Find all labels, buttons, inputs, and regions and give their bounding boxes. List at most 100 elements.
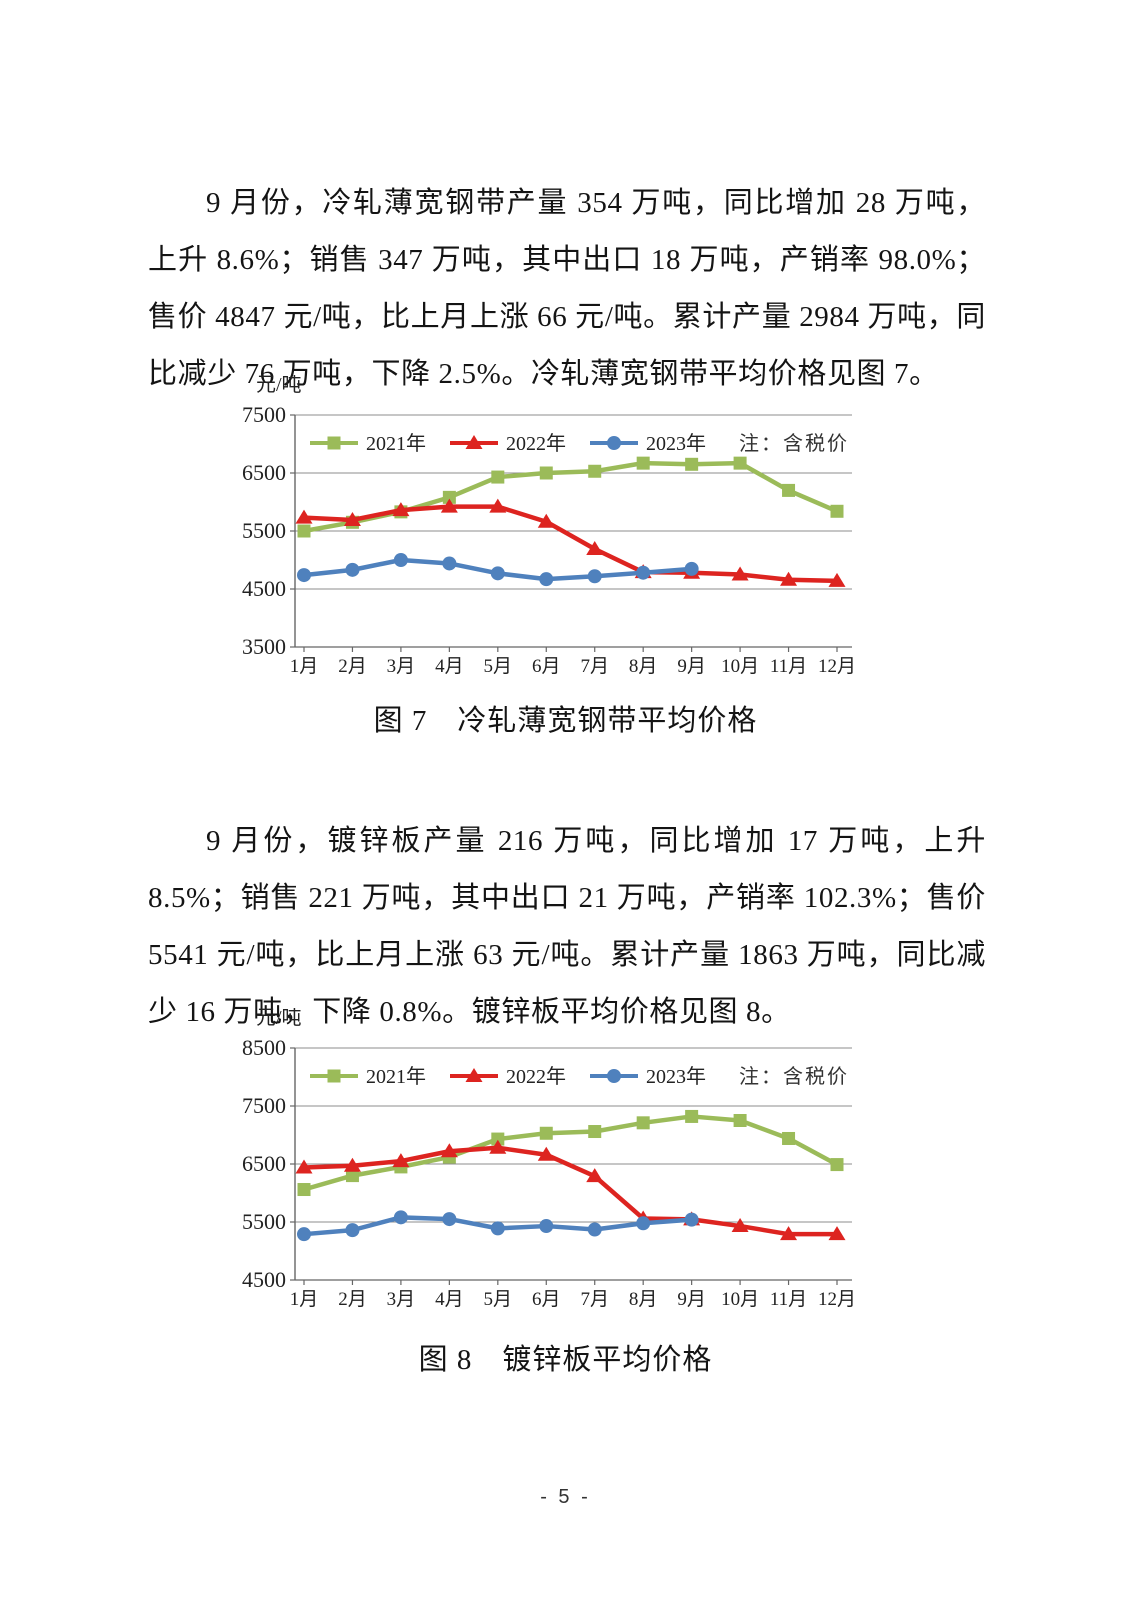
circle-marker (490, 566, 505, 581)
circle-marker (636, 565, 651, 580)
series-2023年 (297, 1210, 699, 1242)
tax-note-label: 注：含税价 (739, 432, 849, 455)
square-marker (636, 456, 650, 470)
svg-text:10月: 10月 (721, 656, 759, 677)
svg-text:9月: 9月 (677, 656, 706, 677)
svg-text:7月: 7月 (580, 656, 609, 677)
triangle-marker (343, 1157, 361, 1172)
triangle-marker (343, 511, 361, 526)
svg-text:6500: 6500 (242, 1151, 286, 1176)
circle-marker (587, 1222, 602, 1237)
square-marker (491, 1132, 505, 1146)
square-marker (782, 1131, 796, 1145)
square-marker (685, 457, 699, 471)
triangle-marker (489, 498, 507, 513)
circle-marker (607, 436, 621, 450)
triangle-marker (295, 1159, 313, 1174)
svg-text:8500: 8500 (242, 1035, 286, 1060)
svg-text:1月: 1月 (290, 656, 319, 677)
paragraph-galvanized-sheet: 9 月份，镀锌板产量 216 万吨，同比增加 17 万吨，上升 8.5%；销售 … (148, 825, 986, 1028)
circle-marker (587, 569, 602, 584)
square-marker (588, 1125, 602, 1139)
svg-text:6月: 6月 (532, 1289, 561, 1310)
paragraph-cold-rolled-strip: 9 月份，冷轧薄宽钢带产量 354 万吨，同比增加 28 万吨，上升 8.6%；… (148, 187, 986, 390)
square-marker (733, 456, 747, 470)
square-marker (830, 1158, 844, 1172)
svg-text:12月: 12月 (818, 1289, 856, 1310)
svg-text:4500: 4500 (242, 1267, 286, 1292)
chart-figure-8-galvanized-sheet-price: 4500 5500 6500 7500 8500 1月 2月 3月 4月 5月 6月 7月 8月 9月 10… (242, 1008, 856, 1310)
svg-text:9月: 9月 (677, 1289, 706, 1310)
circle-marker (393, 553, 408, 567)
axes (294, 1048, 852, 1281)
triangle-marker (780, 571, 798, 586)
axes (294, 415, 852, 648)
tax-note-label: 注：含税价 (739, 1065, 849, 1088)
svg-text:11月: 11月 (770, 656, 807, 677)
circle-marker (539, 1219, 554, 1234)
y-axis-unit-label: 元/吨 (256, 1008, 302, 1029)
square-marker (733, 1114, 747, 1127)
circle-marker (442, 556, 457, 571)
triangle-marker (295, 509, 313, 524)
triangle-marker (780, 1226, 798, 1241)
svg-text:3月: 3月 (387, 656, 416, 677)
gridlines: 3500 4500 5500 6500 7500 (242, 402, 852, 659)
svg-text:11月: 11月 (770, 1289, 807, 1310)
svg-text:5500: 5500 (242, 1209, 286, 1234)
legend-label: 2022年 (506, 432, 566, 455)
svg-text:7500: 7500 (242, 402, 286, 427)
square-marker (297, 1183, 311, 1197)
circle-marker (442, 1212, 457, 1227)
svg-text:10月: 10月 (721, 1289, 759, 1310)
circle-marker (297, 1227, 311, 1242)
circle-marker (345, 1223, 360, 1238)
legend-label: 2023年 (646, 1065, 706, 1088)
square-marker (636, 1116, 650, 1130)
figure-7-caption: 图 7 冷轧薄宽钢带平均价格 (373, 705, 758, 737)
triangle-marker (465, 1068, 483, 1082)
triangle-marker (440, 498, 458, 513)
triangle-marker (586, 540, 604, 555)
square-marker (442, 490, 456, 504)
square-marker (685, 1109, 699, 1123)
triangle-marker (828, 572, 846, 587)
svg-text:8月: 8月 (629, 656, 658, 677)
circle-marker (607, 1069, 621, 1083)
svg-text:2月: 2月 (338, 656, 367, 677)
svg-text:1月: 1月 (290, 1289, 319, 1310)
circle-marker (539, 572, 554, 587)
svg-text:6月: 6月 (532, 656, 561, 677)
circle-marker (636, 1216, 651, 1231)
legend-label: 2021年 (366, 1065, 426, 1088)
triangle-marker (537, 1146, 555, 1161)
svg-text:6500: 6500 (242, 460, 286, 485)
svg-text:7500: 7500 (242, 1093, 286, 1118)
series-2022年 (295, 1139, 846, 1241)
legend-label: 2021年 (366, 432, 426, 455)
square-marker (327, 1069, 341, 1083)
series-2021年 (297, 456, 844, 538)
triangle-marker (731, 566, 749, 581)
triangle-marker (440, 1143, 458, 1158)
svg-text:4500: 4500 (242, 576, 286, 601)
triangle-marker (537, 513, 555, 528)
square-marker (345, 1169, 359, 1183)
legend-label: 2023年 (646, 432, 706, 455)
triangle-marker (392, 502, 410, 517)
triangle-marker (586, 1168, 604, 1183)
page-number: - 5 - (540, 1486, 591, 1508)
square-marker (539, 466, 553, 480)
square-marker (297, 524, 311, 538)
figure-8-caption: 图 8 镀锌板平均价格 (418, 1344, 713, 1376)
legend-label: 2022年 (506, 1065, 566, 1088)
svg-text:5500: 5500 (242, 518, 286, 543)
svg-text:8月: 8月 (629, 1289, 658, 1310)
circle-marker (684, 1212, 699, 1227)
legend: 2021年 2022年 2023年 (310, 432, 706, 455)
triangle-marker (828, 1226, 846, 1241)
chart-figure-7-cold-rolled-strip-price: 3500 4500 5500 6500 7500 1月 2月 3月 4月 5月 6月 7月 8月 9月 10… (242, 375, 856, 677)
square-marker (830, 504, 844, 518)
series-2021年 (297, 1109, 844, 1197)
